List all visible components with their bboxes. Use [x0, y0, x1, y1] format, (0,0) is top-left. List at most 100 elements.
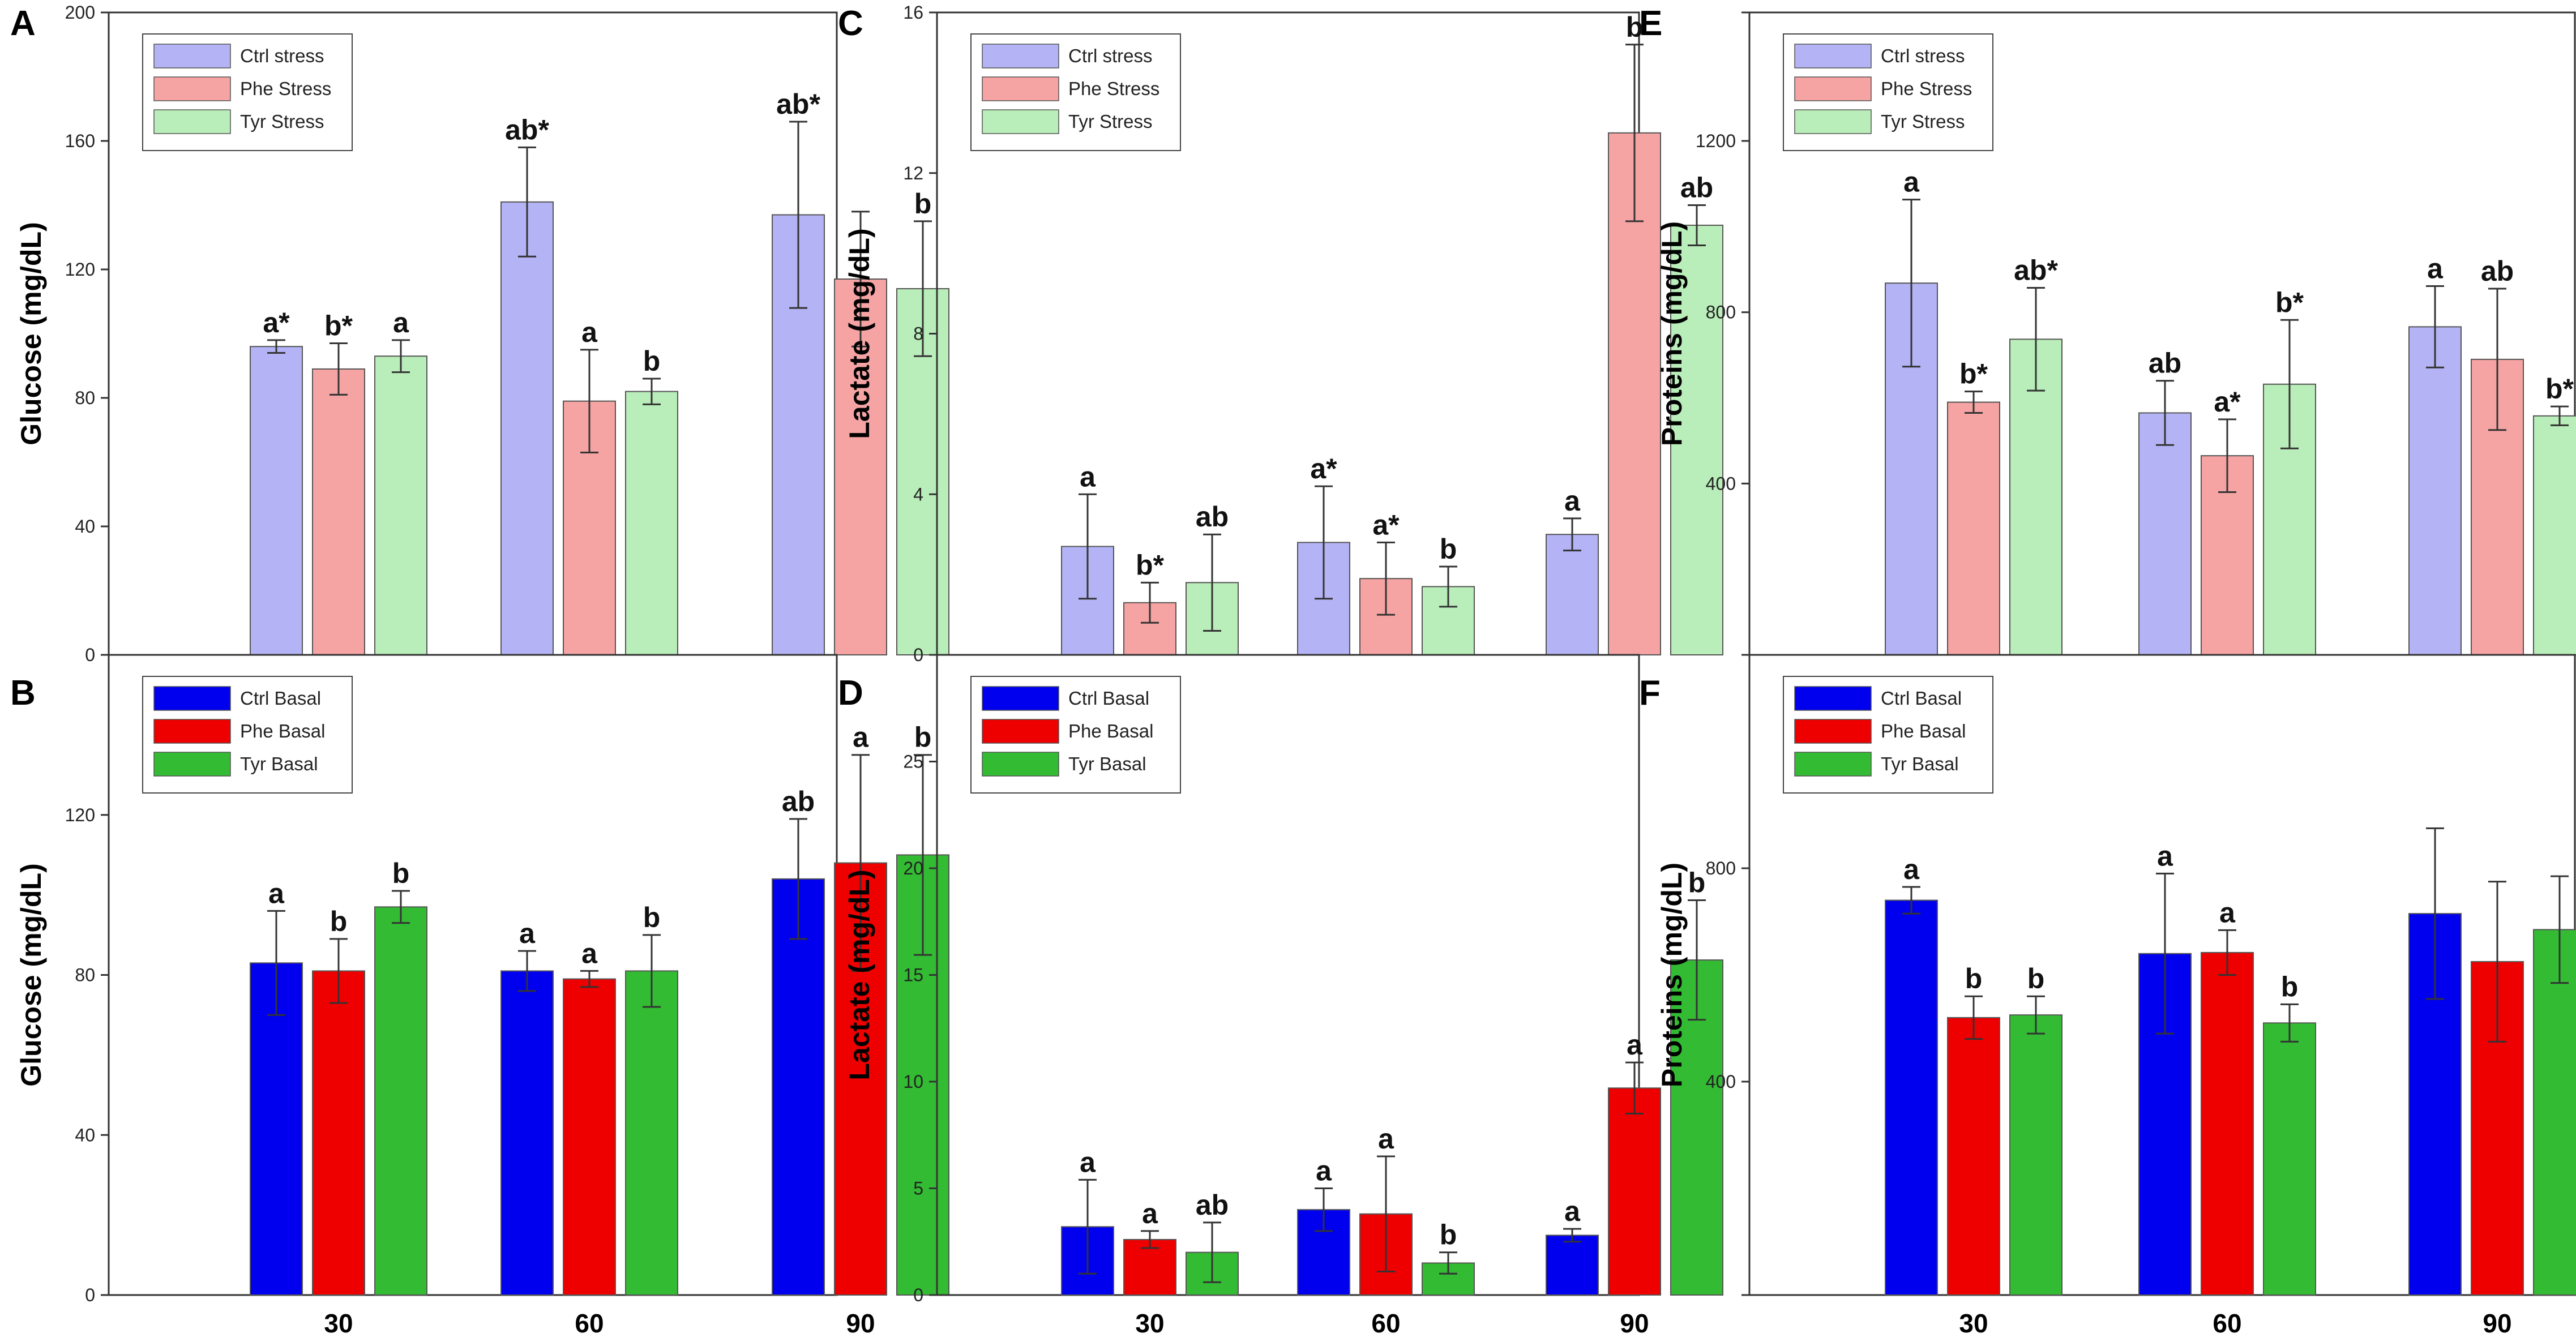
- significance-label: ab*: [776, 88, 820, 120]
- significance-label: b*: [2545, 373, 2574, 405]
- significance-label: b: [1440, 1219, 1457, 1251]
- significance-label: a*: [263, 307, 290, 338]
- bar: [374, 906, 427, 1296]
- significance-label: b: [392, 857, 410, 889]
- significance-label: b: [2281, 971, 2299, 1002]
- y-tick-label: 400: [1706, 473, 1736, 494]
- legend-label: Phe Stress: [240, 78, 331, 99]
- y-axis-label: Lactate (mg/dL): [844, 228, 875, 439]
- significance-label: ab: [782, 786, 815, 817]
- significance-label: b: [1688, 867, 1706, 899]
- x-tick-label: 90: [1620, 1309, 1649, 1338]
- significance-label: ab*: [2014, 255, 2058, 286]
- legend-swatch: [153, 76, 231, 101]
- bar: [250, 962, 303, 1296]
- significance-label: b: [643, 345, 661, 377]
- legend-label: Phe Stress: [1068, 78, 1159, 99]
- significance-label: a: [2219, 897, 2236, 928]
- legend-swatch: [982, 44, 1059, 68]
- significance-label: a*: [1310, 453, 1337, 485]
- bar: [2009, 1014, 2062, 1296]
- bar: [2138, 412, 2192, 655]
- bar: [1885, 899, 1938, 1296]
- legend-swatch: [982, 76, 1059, 101]
- panel-f-proteins-basal: 400 800 Proteins (mg/dL) a b b 30 a a b 60 90 Ctrl B…: [1656, 654, 2576, 1338]
- legend-swatch: [153, 109, 231, 134]
- x-tick-label: 90: [2483, 1309, 2511, 1338]
- bar: [563, 978, 616, 1296]
- legend-swatch: [1794, 752, 1872, 777]
- significance-label: a: [853, 722, 869, 753]
- y-tick-label: 80: [75, 965, 95, 985]
- legend-label: Ctrl stress: [1881, 45, 1965, 66]
- significance-label: b*: [2275, 286, 2304, 318]
- y-tick-label: 120: [65, 805, 95, 825]
- significance-label: a: [2157, 840, 2173, 872]
- significance-label: ab: [2149, 348, 2181, 379]
- legend-swatch: [982, 686, 1059, 711]
- y-tick-label: 200: [65, 2, 95, 23]
- y-tick-label: 0: [85, 1285, 95, 1305]
- significance-label: a: [1316, 1155, 1332, 1187]
- y-tick-label: 25: [903, 752, 923, 772]
- significance-label: a: [1903, 854, 1920, 885]
- bar: [1608, 1087, 1661, 1296]
- y-tick-label: 120: [65, 259, 95, 280]
- legend-label: Tyr Basal: [1881, 753, 1959, 774]
- y-tick-label: 0: [85, 645, 95, 665]
- panel-letter-e: E: [1639, 4, 1662, 43]
- legend-swatch: [1794, 109, 1872, 134]
- y-tick-label: 80: [75, 388, 95, 408]
- bar: [2533, 929, 2576, 1296]
- legend-label: Ctrl stress: [240, 45, 324, 66]
- legend-swatch: [153, 719, 231, 744]
- significance-label: a: [581, 937, 598, 969]
- y-axis-label: Glucose (mg/dL): [15, 222, 47, 445]
- significance-label: ab: [2481, 255, 2514, 287]
- bar: [2009, 338, 2062, 655]
- bar: [1546, 1234, 1599, 1296]
- significance-label: a: [268, 877, 285, 909]
- bar: [2408, 326, 2462, 655]
- bar: [2533, 415, 2576, 656]
- panel-letter-b: B: [10, 674, 36, 713]
- legend-swatch: [153, 44, 231, 68]
- y-tick-label: 20: [903, 858, 923, 878]
- bar: [2263, 1022, 2316, 1296]
- significance-label: b*: [324, 310, 353, 342]
- legend-label: Tyr Stress: [240, 111, 324, 132]
- bar: [2201, 951, 2254, 1296]
- significance-label: a: [1627, 1029, 1643, 1061]
- y-tick-label: 10: [903, 1071, 923, 1092]
- y-axis-label: Proteins (mg/dL): [1656, 863, 1688, 1087]
- significance-label: a: [393, 307, 409, 338]
- significance-label: b: [1965, 963, 1983, 994]
- legend-swatch: [153, 686, 231, 711]
- legend-swatch: [153, 752, 231, 777]
- panel-letter-d: D: [838, 674, 863, 713]
- significance-label: a*: [1372, 509, 1400, 541]
- bar: [312, 970, 365, 1296]
- x-tick-label: 90: [846, 1309, 875, 1338]
- x-tick-label: 60: [1371, 1309, 1400, 1338]
- y-tick-label: 16: [903, 2, 923, 23]
- significance-label: ab*: [505, 114, 549, 145]
- legend-label: Ctrl Basal: [1881, 688, 1962, 709]
- y-tick-label: 5: [913, 1178, 923, 1199]
- legend-label: Phe Basal: [1068, 721, 1153, 741]
- bar: [1947, 401, 2000, 655]
- x-tick-label: 30: [324, 1309, 353, 1338]
- significance-label: ab: [1196, 501, 1229, 533]
- significance-label: b: [1626, 11, 1644, 43]
- y-tick-label: 800: [1706, 302, 1736, 323]
- panel-letter-a: A: [10, 4, 36, 43]
- significance-label: ab: [1680, 172, 1713, 204]
- legend-swatch: [1794, 686, 1872, 711]
- legend-swatch: [1794, 719, 1872, 744]
- legend-label: Tyr Basal: [240, 753, 318, 774]
